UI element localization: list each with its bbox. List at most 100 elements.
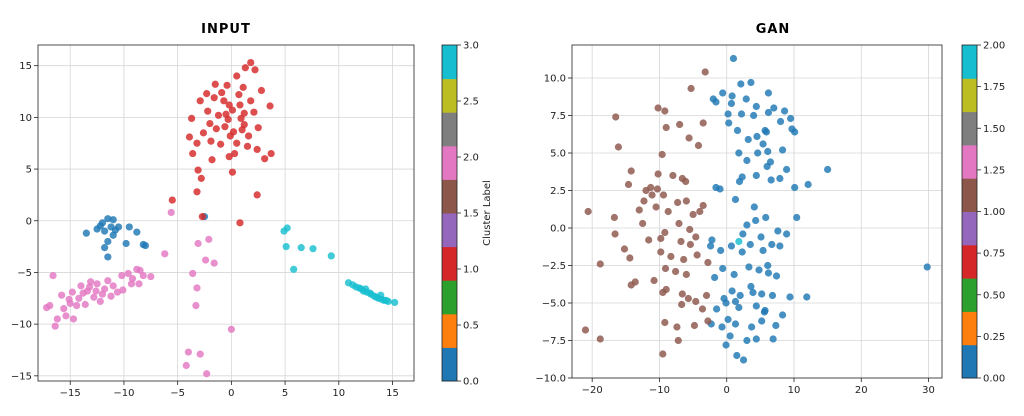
data-point: [382, 296, 390, 304]
data-point: [747, 282, 755, 291]
data-point: [627, 167, 635, 175]
y-tick-label: 5: [26, 165, 32, 176]
data-point: [750, 203, 758, 211]
colorbar-segment: [442, 213, 457, 248]
data-point: [141, 241, 150, 250]
data-point: [654, 170, 662, 178]
data-point: [614, 143, 623, 151]
colorbar: 0.00 0.25 0.50 0.75 1.00 1.25 1.50 1.75 2.00: [961, 41, 1005, 385]
data-point: [731, 297, 740, 306]
scatter-points: [581, 54, 931, 364]
data-point: [107, 292, 115, 300]
data-point: [717, 246, 725, 255]
data-point: [253, 145, 261, 154]
data-point: [676, 120, 684, 129]
data-point: [267, 149, 275, 158]
x-axis: −20 −10 0 10 20 30: [582, 378, 935, 396]
data-point: [237, 114, 245, 123]
colorbar-tick-label: 2.00: [983, 41, 1005, 52]
x-tick-label: −5: [170, 388, 185, 399]
data-point: [743, 336, 751, 345]
x-tick-label: −15: [60, 388, 81, 399]
data-point: [760, 308, 769, 316]
data-point: [101, 244, 109, 252]
colorbar-tick-label: 3.0: [463, 41, 479, 52]
colorbar-segment: [442, 78, 457, 113]
data-point: [752, 302, 760, 310]
data-point: [733, 351, 741, 360]
data-point: [719, 89, 727, 97]
data-point: [719, 264, 727, 273]
chart-title: GAN: [756, 22, 791, 37]
colorbar-segment: [962, 144, 977, 179]
y-tick-label: −2.5: [542, 261, 566, 272]
data-point: [654, 104, 662, 112]
data-point: [739, 356, 748, 364]
colorbar-tick-label: 1.25: [983, 165, 1005, 176]
data-point: [241, 64, 249, 72]
data-point: [744, 135, 752, 144]
data-point: [243, 142, 252, 150]
colorbar-segment: [962, 311, 977, 346]
colorbar-segment: [442, 246, 457, 281]
data-point: [774, 227, 782, 235]
data-point: [730, 270, 738, 279]
data-point: [196, 97, 204, 105]
data-point: [297, 244, 305, 252]
data-point: [716, 185, 724, 193]
data-point: [735, 149, 743, 157]
data-point: [184, 348, 192, 356]
data-point: [135, 280, 143, 288]
data-point: [772, 272, 781, 280]
x-tick-label: 0: [228, 388, 234, 399]
data-point: [662, 123, 670, 132]
data-point: [755, 266, 763, 274]
data-point: [739, 230, 747, 238]
data-point: [768, 291, 777, 300]
data-point: [706, 242, 715, 250]
data-point: [230, 149, 239, 158]
data-point: [201, 256, 210, 264]
data-point: [139, 271, 147, 280]
data-point: [661, 107, 669, 115]
data-point: [640, 197, 648, 205]
data-point: [711, 273, 719, 282]
data-point: [770, 104, 778, 112]
data-point: [793, 213, 801, 222]
data-point: [737, 80, 745, 88]
data-point: [226, 132, 234, 140]
data-point: [738, 248, 746, 256]
y-tick-label: 0: [26, 216, 32, 227]
data-point: [635, 206, 643, 214]
colorbar-segment: [442, 179, 457, 214]
data-point: [109, 282, 117, 290]
x-tick-label: 10: [332, 388, 345, 399]
data-point: [650, 276, 658, 285]
data-point: [124, 269, 132, 278]
data-point: [722, 341, 730, 349]
data-point: [214, 111, 223, 119]
x-tick-label: 10: [788, 385, 801, 396]
plot-area: [37, 44, 415, 382]
data-point: [251, 66, 259, 74]
data-point: [761, 126, 769, 135]
data-point: [193, 139, 201, 147]
scatter-points: [42, 58, 399, 378]
colorbar-segment: [962, 344, 977, 379]
data-point: [724, 315, 732, 324]
data-point: [222, 110, 230, 118]
data-point: [729, 54, 738, 63]
data-point: [680, 255, 688, 264]
data-point: [223, 81, 231, 89]
data-point: [759, 140, 767, 148]
data-point: [684, 294, 692, 303]
colorbar-tick-label: 1.5: [463, 209, 479, 220]
data-point: [764, 108, 773, 117]
data-point: [726, 332, 734, 340]
data-point: [227, 325, 235, 333]
data-point: [696, 207, 704, 216]
data-point: [257, 86, 266, 95]
colorbar-tick-label: 1.75: [983, 82, 1005, 93]
data-point: [161, 250, 169, 258]
